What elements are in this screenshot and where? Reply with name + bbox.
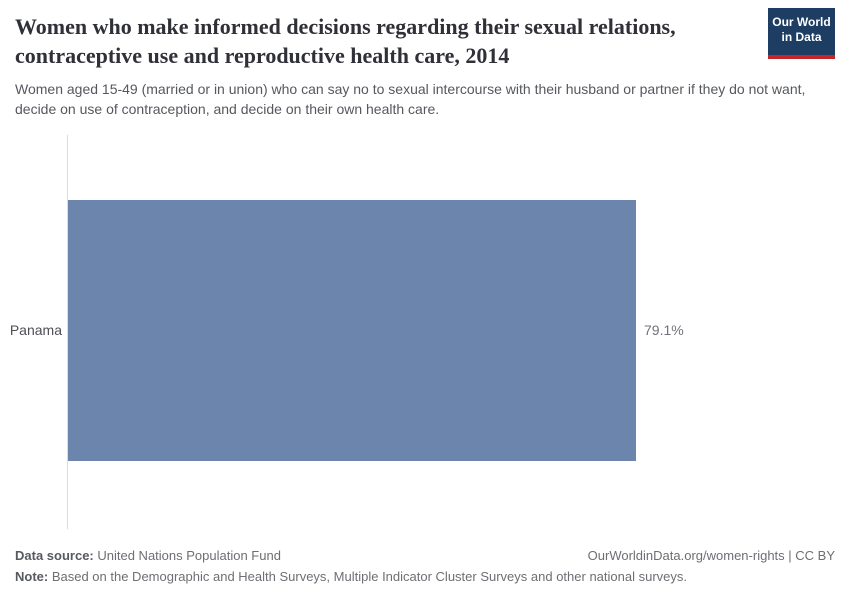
y-axis-line — [67, 135, 68, 529]
data-source-label: Data source: — [15, 548, 94, 563]
data-source-value: United Nations Population Fund — [93, 548, 281, 563]
footer-link[interactable]: OurWorldinData.org/women-rights | CC BY — [587, 548, 835, 563]
data-source: Data source: United Nations Population F… — [15, 548, 281, 564]
chart-subtitle: Women aged 15-49 (married or in union) w… — [15, 81, 806, 117]
footer-note: Note: Based on the Demographic and Healt… — [15, 569, 835, 585]
bar-entity-label: Panama — [9, 322, 62, 338]
footer-note-value: Based on the Demographic and Health Surv… — [48, 569, 687, 584]
footer-note-label: Note: — [15, 569, 49, 584]
owid-logo-line1: Our World — [772, 15, 831, 29]
owid-logo: Our World in Data — [768, 8, 835, 59]
chart-title: Women who make informed decisions regard… — [15, 14, 676, 68]
bar-panama[interactable] — [68, 200, 636, 461]
footer: Data source: United Nations Population F… — [15, 548, 835, 564]
chart-plot-area: Panama 79.1% — [0, 130, 850, 535]
owid-logo-line2: in Data — [781, 30, 822, 44]
bar-value-label: 79.1% — [644, 322, 684, 338]
